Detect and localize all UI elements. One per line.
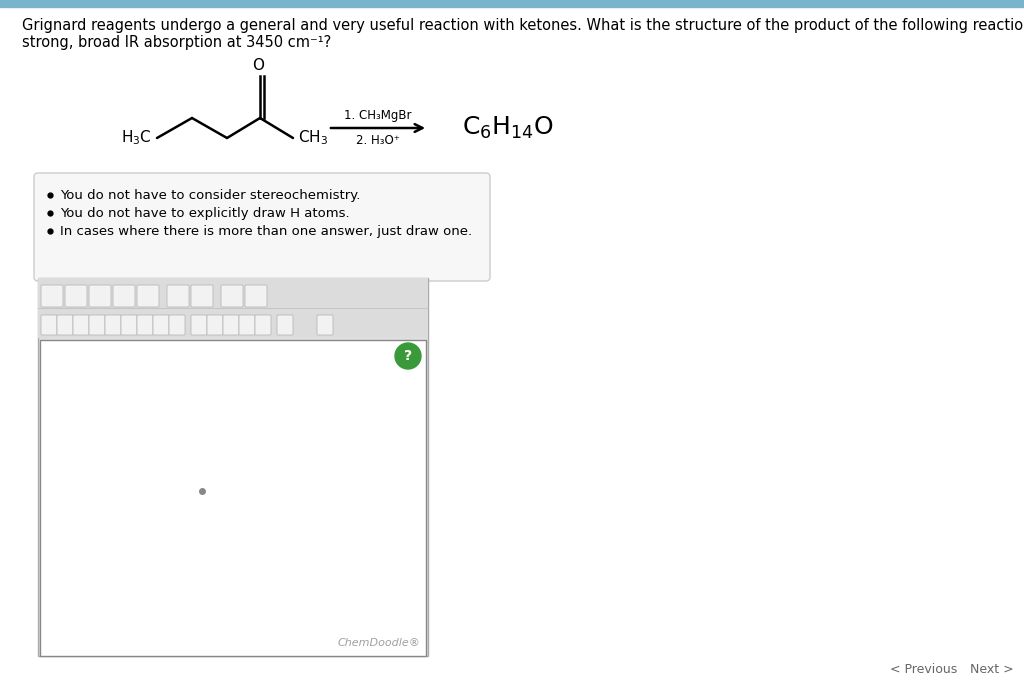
FancyBboxPatch shape	[153, 315, 169, 335]
FancyBboxPatch shape	[105, 315, 121, 335]
Text: < Previous: < Previous	[890, 663, 957, 676]
FancyBboxPatch shape	[207, 315, 223, 335]
Bar	[38, 278, 428, 338]
FancyBboxPatch shape	[278, 315, 293, 335]
FancyBboxPatch shape	[223, 315, 239, 335]
Text: 2. H₃O⁺: 2. H₃O⁺	[356, 134, 400, 147]
FancyBboxPatch shape	[221, 285, 243, 307]
Bar	[38, 278, 428, 656]
Text: ChemDoodle®: ChemDoodle®	[337, 638, 420, 648]
FancyBboxPatch shape	[239, 315, 255, 335]
FancyBboxPatch shape	[41, 285, 63, 307]
Text: strong, broad IR absorption at 3450 cm⁻¹?: strong, broad IR absorption at 3450 cm⁻¹…	[22, 35, 331, 50]
Text: Next >: Next >	[970, 663, 1014, 676]
FancyBboxPatch shape	[167, 285, 189, 307]
FancyBboxPatch shape	[41, 315, 57, 335]
FancyBboxPatch shape	[89, 315, 105, 335]
FancyBboxPatch shape	[89, 285, 111, 307]
Bar	[40, 340, 426, 656]
FancyBboxPatch shape	[34, 173, 490, 281]
Text: ?: ?	[403, 349, 412, 363]
Text: H$_3$C: H$_3$C	[121, 129, 152, 147]
FancyBboxPatch shape	[169, 315, 185, 335]
FancyBboxPatch shape	[137, 315, 153, 335]
FancyBboxPatch shape	[65, 285, 87, 307]
FancyBboxPatch shape	[317, 315, 333, 335]
FancyBboxPatch shape	[121, 315, 137, 335]
FancyBboxPatch shape	[73, 315, 89, 335]
Text: You do not have to explicitly draw H atoms.: You do not have to explicitly draw H ato…	[60, 207, 349, 220]
Circle shape	[395, 343, 421, 369]
Text: 1. CH₃MgBr: 1. CH₃MgBr	[344, 109, 412, 122]
FancyBboxPatch shape	[191, 315, 207, 335]
Text: In cases where there is more than one answer, just draw one.: In cases where there is more than one an…	[60, 224, 472, 237]
FancyBboxPatch shape	[137, 285, 159, 307]
Text: You do not have to consider stereochemistry.: You do not have to consider stereochemis…	[60, 189, 360, 202]
FancyBboxPatch shape	[191, 285, 213, 307]
Text: $\mathregular{C_6H_{14}O}$: $\mathregular{C_6H_{14}O}$	[462, 115, 554, 141]
FancyBboxPatch shape	[57, 315, 73, 335]
Text: O: O	[252, 58, 264, 73]
FancyBboxPatch shape	[245, 285, 267, 307]
FancyBboxPatch shape	[255, 315, 271, 335]
FancyBboxPatch shape	[113, 285, 135, 307]
Bar	[0, 0, 1024, 7]
Text: Grignard reagents undergo a general and very useful reaction with ketones. What : Grignard reagents undergo a general and …	[22, 18, 1024, 33]
Text: CH$_3$: CH$_3$	[298, 129, 328, 147]
